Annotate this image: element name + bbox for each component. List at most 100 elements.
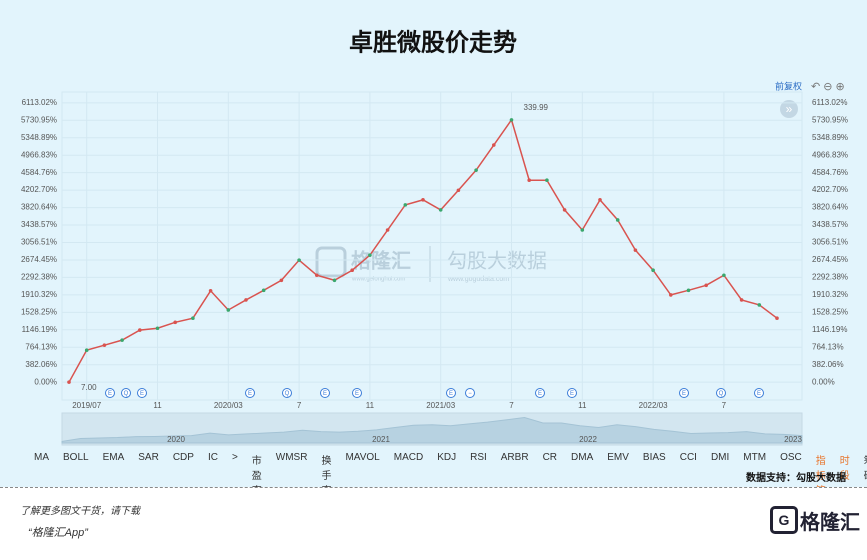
indicator-tab[interactable]: SAR bbox=[138, 452, 159, 463]
indicator-tab[interactable]: ARBR bbox=[500, 452, 529, 463]
navigator-year: 2022 bbox=[579, 435, 597, 444]
indicator-tab[interactable]: 时段 bbox=[839, 456, 850, 482]
event-marker[interactable] bbox=[716, 388, 726, 398]
indicator-tab[interactable]: EMA bbox=[102, 452, 125, 463]
price-point bbox=[191, 316, 195, 321]
indicator-tab[interactable]: BOLL bbox=[63, 452, 89, 463]
event-marker[interactable] bbox=[320, 388, 330, 398]
y2-tick-label: 3056.51% bbox=[812, 238, 848, 247]
indicator-tab[interactable]: CCI bbox=[679, 452, 697, 463]
event-marker-label: − bbox=[468, 391, 472, 397]
price-point bbox=[669, 293, 673, 297]
event-marker[interactable] bbox=[567, 388, 577, 398]
y2-tick-label: 1146.19% bbox=[812, 325, 847, 334]
indicator-tab[interactable]: KDJ bbox=[437, 452, 457, 463]
x-tick-label: 2021/03 bbox=[426, 401, 455, 410]
y-tick-label: 3820.64% bbox=[21, 203, 57, 212]
y-tick-label: 3056.51% bbox=[21, 238, 57, 247]
expand-icon[interactable]: » bbox=[786, 102, 793, 116]
price-point bbox=[385, 228, 390, 232]
event-marker[interactable] bbox=[465, 388, 475, 398]
indicator-tab[interactable]: BIAS bbox=[642, 452, 666, 463]
price-point bbox=[615, 218, 620, 222]
y-tick-label: 1910.32% bbox=[21, 290, 57, 299]
event-marker[interactable] bbox=[121, 388, 131, 398]
price-point bbox=[775, 316, 779, 321]
y-tick-label: 0.00% bbox=[34, 377, 57, 386]
price-point bbox=[580, 228, 585, 232]
indicator-tab[interactable]: RSI bbox=[470, 452, 487, 463]
price-point bbox=[598, 198, 602, 202]
x-tick-label: 7 bbox=[509, 401, 514, 410]
event-marker-label: E bbox=[682, 391, 686, 397]
price-line bbox=[68, 118, 778, 383]
x-tick-label: 2020/03 bbox=[214, 401, 243, 410]
y2-tick-label: 3438.57% bbox=[812, 220, 848, 229]
event-marker[interactable] bbox=[446, 388, 456, 398]
x-tick-label: 7 bbox=[722, 401, 727, 410]
navigator-area bbox=[61, 417, 803, 444]
x-tick-label: 7 bbox=[297, 401, 302, 410]
undo-icon[interactable]: ↶ ⊖ ⊕ bbox=[811, 81, 845, 93]
price-point bbox=[350, 268, 355, 273]
adjust-toggle[interactable]: 前复权 bbox=[775, 80, 802, 91]
event-marker[interactable] bbox=[679, 388, 689, 398]
y-tick-label: 4584.76% bbox=[21, 168, 57, 177]
price-point bbox=[155, 326, 160, 331]
price-point bbox=[84, 348, 89, 352]
event-marker[interactable] bbox=[105, 388, 115, 398]
y-tick-label: 1528.25% bbox=[21, 307, 57, 316]
indicator-tab[interactable]: CR bbox=[542, 452, 558, 463]
event-marker[interactable] bbox=[535, 388, 545, 398]
y2-tick-label: 4584.76% bbox=[812, 168, 848, 177]
price-point bbox=[438, 208, 443, 212]
event-marker-label: Q bbox=[719, 391, 724, 397]
price-point bbox=[208, 288, 213, 293]
y-tick-label: 5348.89% bbox=[21, 133, 57, 142]
indicator-tab[interactable]: EMV bbox=[607, 452, 629, 463]
y2-tick-label: 4966.83% bbox=[812, 150, 848, 159]
indicator-tab[interactable]: DMI bbox=[710, 452, 730, 463]
event-marker-label: E bbox=[323, 391, 327, 397]
expand-button[interactable] bbox=[780, 100, 798, 118]
footer-app: “格隆汇App” bbox=[28, 527, 88, 539]
price-point bbox=[527, 178, 531, 182]
price-point bbox=[456, 188, 461, 193]
event-marker[interactable] bbox=[245, 388, 255, 398]
indicator-tab[interactable]: DMA bbox=[571, 452, 594, 463]
footer-prompt: 了解更多图文干货，请下载 bbox=[20, 506, 140, 517]
event-marker[interactable] bbox=[352, 388, 362, 398]
y-tick-label: 5730.95% bbox=[21, 115, 57, 124]
price-point bbox=[279, 278, 284, 283]
y2-tick-label: 2292.38% bbox=[812, 273, 848, 282]
price-point bbox=[403, 203, 408, 207]
event-marker-label: E bbox=[140, 391, 144, 397]
event-marker[interactable] bbox=[282, 388, 292, 398]
indicator-tab[interactable]: > bbox=[231, 452, 238, 463]
price-point bbox=[704, 283, 708, 288]
y2-tick-label: 1528.25% bbox=[812, 307, 848, 316]
indicator-tab[interactable]: CDP bbox=[172, 452, 194, 463]
indicator-tab[interactable]: WMSR bbox=[275, 452, 308, 463]
y2-tick-label: 764.13% bbox=[812, 342, 844, 351]
y2-tick-label: 3820.64% bbox=[812, 203, 848, 212]
indicator-tab[interactable]: MTM bbox=[743, 452, 767, 463]
y2-tick-label: 382.06% bbox=[812, 360, 844, 369]
x-tick-label: 2019/07 bbox=[72, 401, 101, 410]
indicator-tab[interactable]: IC bbox=[207, 452, 218, 463]
y-tick-label: 3438.57% bbox=[21, 220, 57, 229]
x-tick-label: 2022/03 bbox=[639, 401, 668, 410]
indicator-tab[interactable]: OSC bbox=[780, 452, 802, 463]
price-point bbox=[120, 338, 124, 342]
indicator-tab[interactable]: 筹码 bbox=[864, 452, 867, 512]
y-tick-label: 2292.38% bbox=[21, 273, 57, 282]
event-marker[interactable] bbox=[754, 388, 764, 398]
indicator-tab[interactable]: MA bbox=[34, 452, 49, 463]
price-point bbox=[261, 288, 266, 293]
event-marker[interactable] bbox=[137, 388, 147, 398]
price-point bbox=[102, 343, 107, 347]
footer-logo: 格隆汇 bbox=[800, 512, 860, 534]
indicator-tab[interactable]: MAVOL bbox=[345, 452, 380, 463]
indicator-tab[interactable]: MACD bbox=[393, 452, 424, 463]
y2-tick-label: 5348.89% bbox=[812, 133, 848, 142]
